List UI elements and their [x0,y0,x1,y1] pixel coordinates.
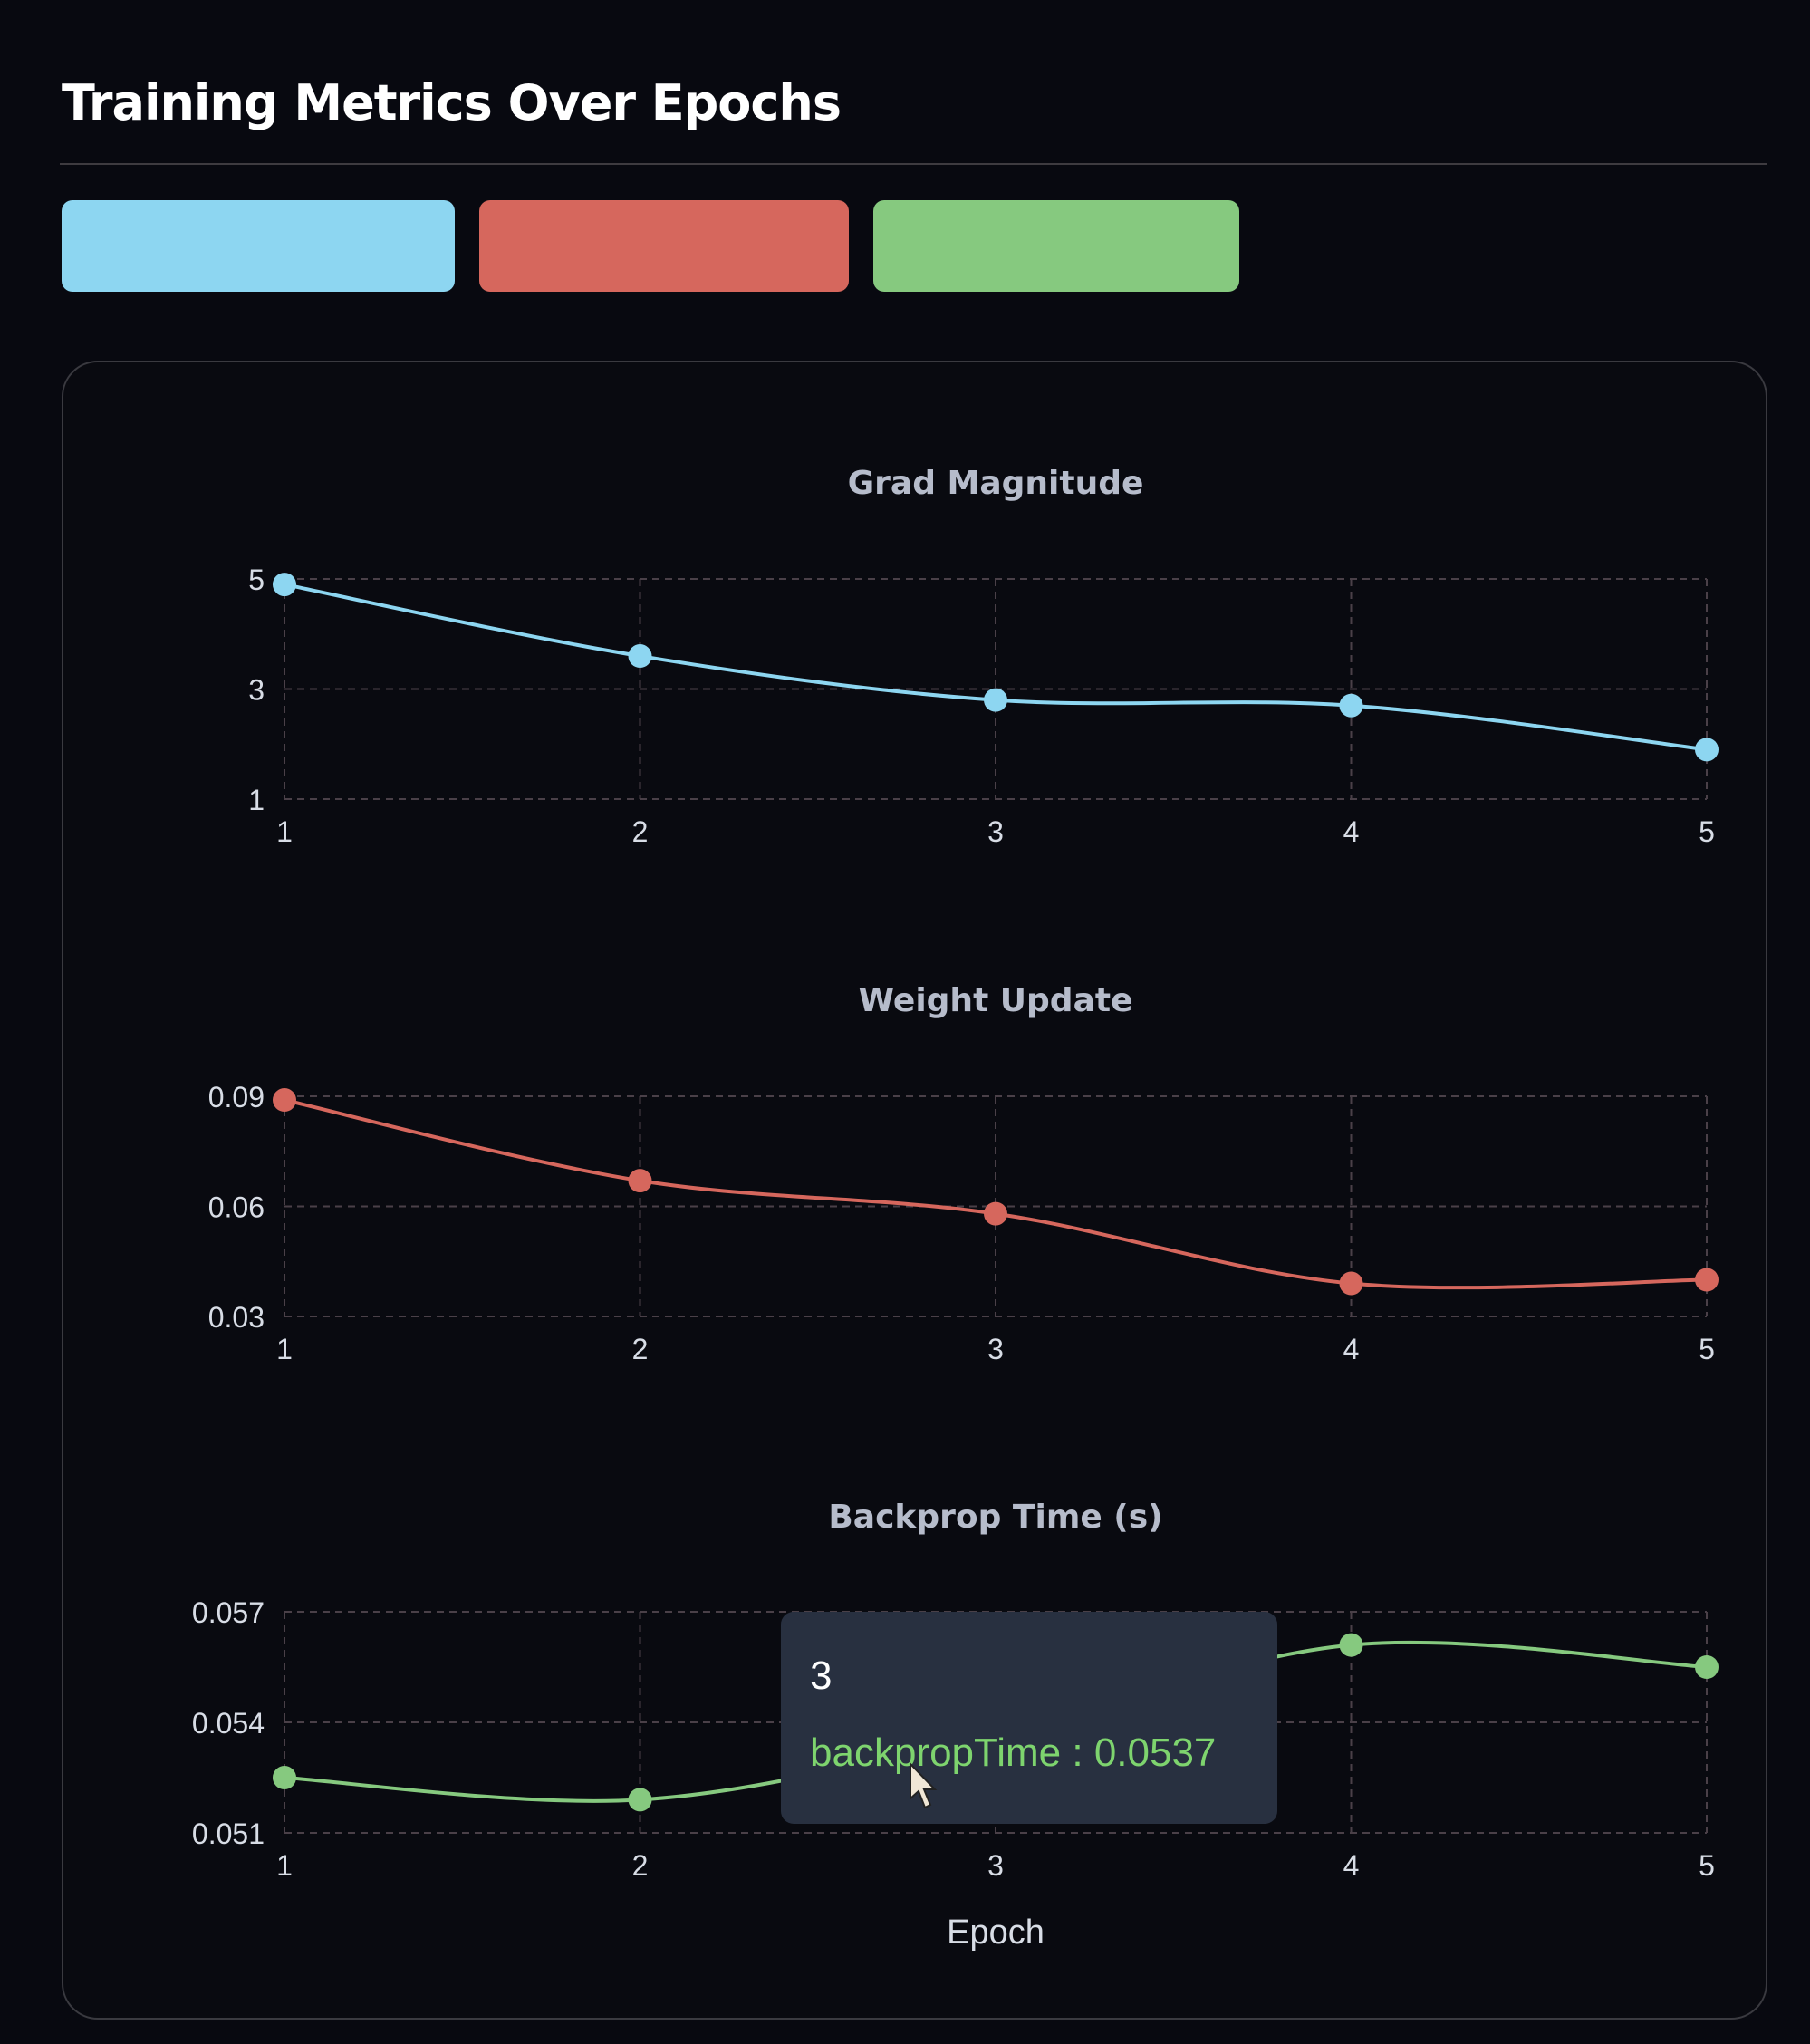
data-point [1695,1655,1719,1679]
data-point [273,1766,296,1789]
chart-tooltip: 3 backpropTime : 0.0537 [781,1612,1277,1824]
y-tick-label: 0.057 [192,1596,265,1629]
legend-button-backprop-time[interactable] [873,200,1239,292]
x-tick-label: 5 [1699,1333,1715,1365]
chart-title: Backprop Time (s) [828,1499,1162,1536]
data-point [1695,1268,1719,1292]
divider [60,163,1767,165]
y-tick-label: 1 [248,784,265,816]
y-tick-label: 0.03 [208,1301,265,1334]
page-title: Training Metrics Over Epochs [62,74,842,131]
legend-button-grad-magnitude[interactable] [62,200,455,292]
x-tick-label: 4 [1343,1333,1360,1365]
data-point [628,1169,652,1193]
data-point [273,573,296,597]
x-tick-label: 2 [632,1333,649,1365]
y-tick-label: 0.06 [208,1191,265,1224]
tooltip-value: backpropTime : 0.0537 [810,1731,1217,1775]
x-tick-label: 2 [632,1849,649,1882]
x-tick-label: 4 [1343,1849,1360,1882]
data-point [1695,738,1719,762]
x-tick-label: 1 [276,1849,293,1882]
x-tick-label: 5 [1699,815,1715,848]
x-tick-label: 5 [1699,1849,1715,1882]
y-tick-label: 3 [248,674,265,707]
x-tick-label: 2 [632,815,649,848]
data-point [1339,1633,1363,1657]
y-tick-label: 0.054 [192,1707,265,1740]
x-tick-label: 4 [1343,815,1360,848]
chart-title: Grad Magnitude [848,465,1144,502]
data-point [984,1201,1007,1226]
x-tick-label: 1 [276,815,293,848]
y-tick-label: 0.09 [208,1081,265,1114]
data-point [628,644,652,669]
x-tick-label: 1 [276,1333,293,1365]
mouse-cursor-icon [910,1762,938,1809]
tooltip-label: 3 [810,1654,833,1698]
x-axis-label: Epoch [947,1914,1045,1952]
data-point [273,1088,296,1113]
data-point [1339,1271,1363,1296]
x-tick-label: 3 [987,1849,1004,1882]
x-tick-label: 3 [987,1333,1004,1365]
x-tick-label: 3 [987,815,1004,848]
data-point [1339,693,1363,718]
data-point [628,1788,652,1812]
data-point [984,688,1007,712]
y-tick-label: 0.051 [192,1817,265,1850]
y-tick-label: 5 [248,564,265,596]
chart-title: Weight Update [858,982,1132,1019]
legend-button-weight-update[interactable] [479,200,849,292]
